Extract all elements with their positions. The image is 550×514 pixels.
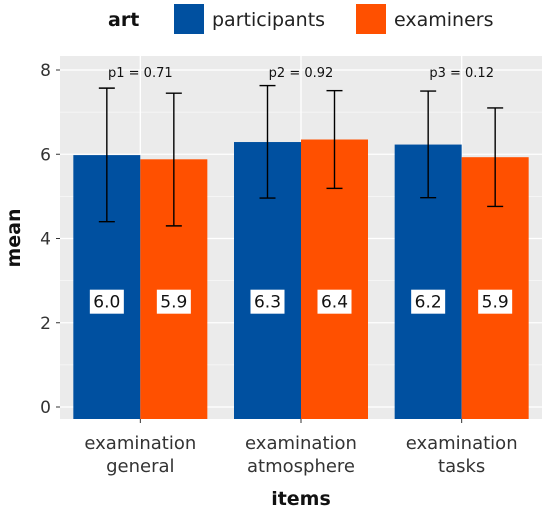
value-label-box [317,289,352,314]
value-label-box [156,289,191,314]
error-bar-examiners-1 [326,89,343,190]
y-axis-title: mean [3,208,25,267]
x-axis: examinationgeneralexaminationatmospheree… [84,419,518,477]
y-axis: 0 2 4 6 8 [40,61,60,418]
x-axis-title: items [271,488,331,510]
p-value-annotations: p1 = 0.71 p2 = 0.92 p3 = 0.12 [108,66,494,81]
x-tick-label: tasks [438,456,485,477]
bars [73,139,529,420]
legend: art participants examiners [108,4,493,34]
legend-title: art [108,9,139,31]
x-tick-label: examination [406,433,518,454]
x-tick-label: atmosphere [247,456,355,477]
value-label-box [478,289,513,314]
x-tick-label: examination [84,433,196,454]
error-bar-participants-1 [259,84,276,199]
value-label-participants-0: 6.0 [93,293,120,313]
error-bar-examiners-2 [487,107,504,208]
legend-key-participants [174,4,204,34]
value-label-box [89,289,124,314]
value-label-participants-2: 6.2 [415,293,442,313]
y-tick-label: 6 [40,145,51,165]
y-tick-label: 8 [40,61,51,81]
x-tick-label: examination [245,433,357,454]
y-tick-label: 2 [40,314,51,334]
x-tick-label: general [106,456,174,477]
error-bar-participants-0 [98,87,115,223]
legend-label-examiners: examiners [394,9,493,31]
value-label-participants-1: 6.3 [254,293,281,313]
error-bar-examiners-0 [165,92,182,227]
value-label-examiners-1: 6.4 [321,293,348,313]
value-labels: 6.0 5.9 6.3 6.4 6.2 5.9 [89,289,513,314]
value-label-box [250,289,285,314]
legend-key-examiners [356,4,386,34]
y-tick-label: 4 [40,230,51,250]
value-label-box [411,289,446,314]
p-value-label: p1 = 0.71 [108,66,173,81]
error-bar-participants-2 [420,90,437,199]
error-bars [98,84,504,227]
legend-label-participants: participants [212,9,325,31]
p-value-label: p2 = 0.92 [269,66,334,81]
p-value-label: p3 = 0.12 [429,66,494,81]
value-label-examiners-0: 5.9 [160,293,187,313]
y-tick-label: 0 [40,398,51,418]
value-label-examiners-2: 5.9 [482,293,509,313]
